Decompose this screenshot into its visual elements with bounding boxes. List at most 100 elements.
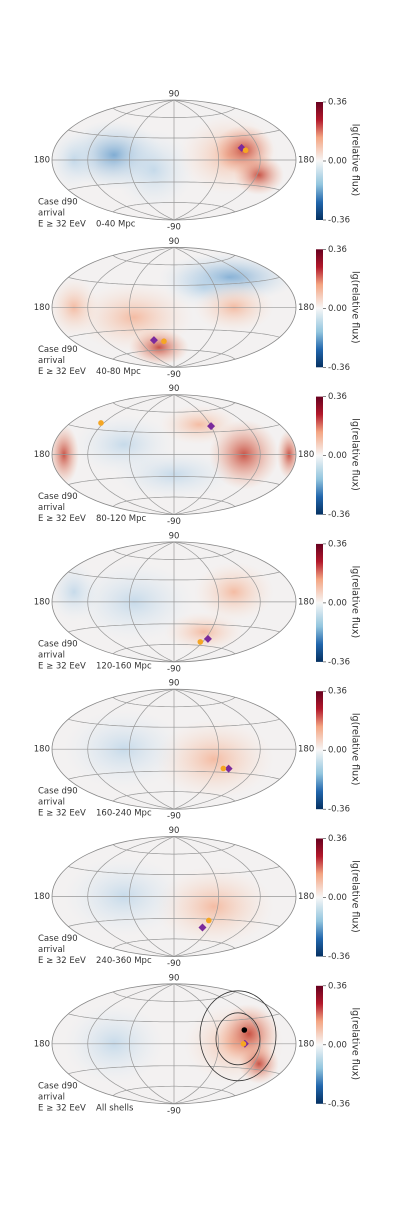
marker-circle <box>240 1041 247 1047</box>
grid-label: 180 <box>298 156 314 166</box>
annotation: Case d90 <box>38 639 78 649</box>
grid-label: 90 <box>169 679 180 689</box>
colorbar-tick-label: -0.36 <box>328 216 350 226</box>
annotation: 80-120 Mpc <box>96 514 147 524</box>
grid-label: 180 <box>298 892 314 902</box>
marker-circle <box>206 917 212 924</box>
annotation: E ≥ 32 EeV <box>38 956 86 966</box>
flux-region <box>154 866 274 947</box>
parallel <box>68 476 280 485</box>
annotation: E ≥ 32 EeV <box>38 367 86 377</box>
annotation: Case d90 <box>38 934 78 944</box>
parallel <box>68 424 280 433</box>
sky-outline <box>51 983 297 1105</box>
colorbar <box>316 985 323 1104</box>
colorbar <box>316 838 323 957</box>
colorbar-label: lg(relative flux) <box>350 566 361 639</box>
parallel <box>68 1013 280 1023</box>
parallel <box>112 643 236 655</box>
grid-label: 180 <box>298 745 314 755</box>
colorbar-tick-label: -0.36 <box>328 363 350 373</box>
marker-diamond <box>224 764 233 773</box>
colorbar-tick-label: 0.00 <box>328 451 347 461</box>
marker-circle <box>161 338 167 345</box>
flux-region <box>129 329 189 366</box>
grid-label: 180 <box>298 303 314 313</box>
parallel <box>68 571 280 581</box>
sky-outline <box>51 246 297 368</box>
marker-diamond <box>203 634 212 643</box>
parallel <box>112 202 236 213</box>
colorbar-tick-label: 0.00 <box>328 893 347 903</box>
annotation: Case d90 <box>38 787 78 797</box>
marker-circle <box>220 765 227 772</box>
annotation: Case d90 <box>38 492 78 502</box>
parallel <box>112 107 236 118</box>
marker-diamond <box>149 336 158 345</box>
grid-label: 180 <box>34 892 50 902</box>
sky-outline <box>51 688 297 810</box>
marker-circle <box>197 639 204 645</box>
marker-circle <box>242 147 249 154</box>
annotation: Case d90 <box>38 198 78 208</box>
annotation: E ≥ 32 EeV <box>38 220 86 230</box>
sky-outline <box>51 394 297 516</box>
parallel <box>68 328 280 338</box>
parallel <box>112 844 236 855</box>
grid-label: 90 <box>169 384 180 394</box>
parallel <box>68 918 280 927</box>
parallel <box>112 938 236 949</box>
grid-label: 180 <box>34 156 50 166</box>
grid-label: 90 <box>169 237 180 247</box>
colorbar-tick-label: 0.36 <box>328 687 347 697</box>
annotation: arrival <box>38 356 65 366</box>
grid-label: 180 <box>298 597 314 607</box>
annotation: 160-240 Mpc <box>96 809 152 819</box>
annotation: Case d90 <box>38 1081 78 1091</box>
colorbar-tick-label: -0.36 <box>328 952 350 962</box>
annotation: arrival <box>38 650 65 660</box>
colorbar-label: lg(relative flux) <box>350 418 361 491</box>
parallel <box>112 402 236 413</box>
annotation: arrival <box>38 503 65 513</box>
grid-label: -90 <box>167 959 181 969</box>
grid-label: 180 <box>298 1039 314 1049</box>
annotation: E ≥ 32 EeV <box>38 1103 86 1113</box>
parallel <box>68 276 280 286</box>
grid-label: 180 <box>34 745 50 755</box>
grid-label: -90 <box>167 370 181 380</box>
grid-label: -90 <box>167 517 181 527</box>
annotation: arrival <box>38 945 65 955</box>
flux-region <box>194 561 274 622</box>
grid-label: 180 <box>34 303 50 313</box>
sky-outline <box>51 836 297 957</box>
colorbar-tick-label: -0.36 <box>328 805 350 815</box>
annotation: 40-80 Mpc <box>96 367 141 377</box>
marker-circle <box>241 1027 248 1033</box>
marker-circle <box>98 420 104 426</box>
parallel <box>68 129 280 139</box>
colorbar-tick-label: 0.36 <box>328 539 347 549</box>
parallel <box>112 791 236 802</box>
colorbar-tick-label: 0.36 <box>328 98 347 108</box>
parallel <box>112 255 236 266</box>
annotation: E ≥ 32 EeV <box>38 809 86 819</box>
parallel <box>112 1085 236 1097</box>
parallel <box>68 770 280 780</box>
colorbar-tick-label: -0.36 <box>328 510 350 520</box>
flux-region <box>239 1043 279 1084</box>
grid-label: 180 <box>34 597 50 607</box>
colorbar-label: lg(relative flux) <box>350 271 361 344</box>
grid-label: 90 <box>169 531 180 541</box>
colorbar-tick-label: -0.36 <box>328 657 350 667</box>
parallel <box>112 349 236 360</box>
annotation: arrival <box>38 1092 65 1102</box>
annotation: arrival <box>38 798 65 808</box>
